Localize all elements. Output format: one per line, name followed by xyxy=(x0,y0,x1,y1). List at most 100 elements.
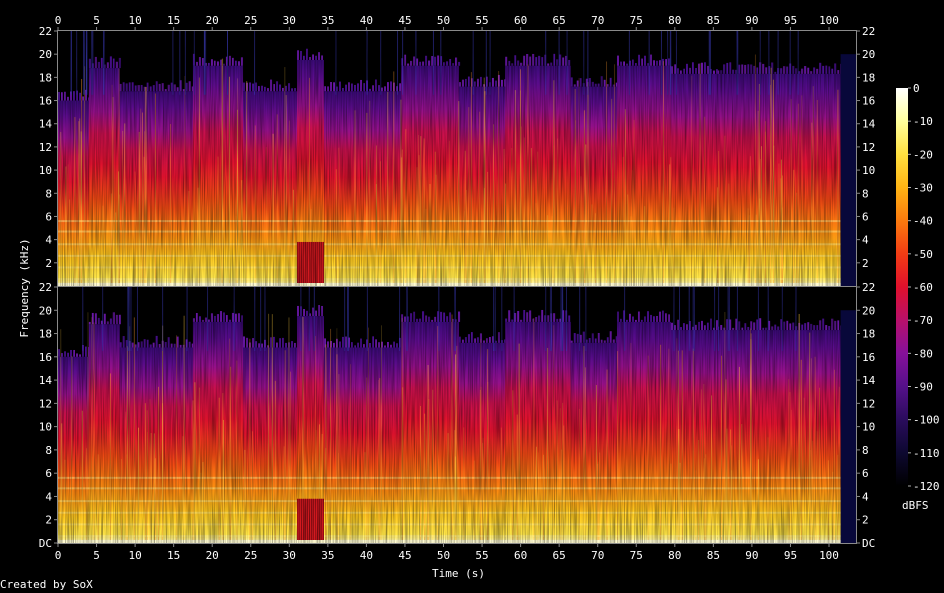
y-tick-label: 8 xyxy=(45,187,52,200)
y-tick-label: 18 xyxy=(39,71,52,84)
x-tick-label: 50 xyxy=(437,549,450,562)
colorbar-tick-label: -50 xyxy=(913,248,933,261)
y-tick-label: 22 xyxy=(862,25,875,38)
x-tick-label: 5 xyxy=(93,549,100,562)
y-tick-label: 8 xyxy=(862,444,869,457)
y-axis-label: Frequency (kHz) xyxy=(18,238,31,338)
colorbar-tick-label: -40 xyxy=(913,215,933,228)
x-tick-label: 65 xyxy=(553,549,566,562)
y-tick-label: 4 xyxy=(45,234,52,247)
x-tick-label: 15 xyxy=(167,549,180,562)
colorbar-tick-label: -100 xyxy=(913,414,940,427)
plot-frame xyxy=(57,286,857,544)
y-tick-label: 2 xyxy=(45,514,52,527)
x-tick-label: 85 xyxy=(707,549,720,562)
x-tick-label: 45 xyxy=(398,14,411,27)
y-tick-label: 6 xyxy=(45,467,52,480)
x-tick-label: 10 xyxy=(128,549,141,562)
y-tick-label: 14 xyxy=(862,118,876,131)
x-tick-label: 90 xyxy=(745,14,758,27)
credit-text: Created by SoX xyxy=(0,578,93,591)
y-tick-label: 14 xyxy=(39,118,53,131)
x-tick-label: 95 xyxy=(784,14,797,27)
colorbar: 0 -10 -20 -30 -40 -50 -60 -70 -80 -90 -100 -110 -120 xyxy=(896,82,940,493)
y-tick-label: 22 xyxy=(39,281,52,294)
y-tick-label: 18 xyxy=(862,328,875,341)
y-tick-label: 10 xyxy=(862,421,875,434)
y-tick-label: 4 xyxy=(45,490,52,503)
y-tick-label: 2 xyxy=(862,257,869,270)
x-tick-label: 65 xyxy=(553,14,566,27)
x-tick-label: 50 xyxy=(437,14,450,27)
x-tick-label: 0 xyxy=(55,549,62,562)
y-tick-label: 6 xyxy=(862,467,869,480)
x-tick-label: 40 xyxy=(360,14,373,27)
y-tick-label: DC xyxy=(862,537,875,550)
y-tick-label: 10 xyxy=(39,164,52,177)
y-tick-label: 18 xyxy=(862,71,875,84)
x-tick-label: 30 xyxy=(283,14,296,27)
colorbar-gradient xyxy=(896,88,908,486)
colorbar-label: dBFS xyxy=(902,499,929,512)
x-tick-label: 20 xyxy=(206,549,219,562)
noise-texture xyxy=(58,31,841,286)
x-tick-label: 80 xyxy=(668,549,681,562)
y-tick-label: 14 xyxy=(862,374,876,387)
x-tick-label: 0 xyxy=(55,14,62,27)
y-tick-label: 2 xyxy=(862,514,869,527)
y-tick-label: 20 xyxy=(39,304,52,317)
x-tick-label: 70 xyxy=(591,14,604,27)
x-tick-label: 25 xyxy=(244,549,257,562)
y-tick-label: 12 xyxy=(39,141,52,154)
y-tick-label: 10 xyxy=(862,164,875,177)
x-tick-label: 60 xyxy=(514,549,527,562)
energy-segment xyxy=(840,310,856,543)
x-tick-label: 70 xyxy=(591,549,604,562)
x-tick-label: 95 xyxy=(784,549,797,562)
y-tick-label: 12 xyxy=(39,397,52,410)
x-tick-label: 75 xyxy=(630,549,643,562)
y-tick-label: 2 xyxy=(45,257,52,270)
y-tick-label: 20 xyxy=(862,304,875,317)
y-tick-label: 22 xyxy=(862,281,875,294)
x-tick-label: 35 xyxy=(321,14,334,27)
y-tick-label: 12 xyxy=(862,141,875,154)
x-tick-label: 85 xyxy=(707,14,720,27)
x-tick-label: 35 xyxy=(321,549,334,562)
x-tick-label: 40 xyxy=(360,549,373,562)
x-tick-label: 80 xyxy=(668,14,681,27)
x-tick-label: 10 xyxy=(128,14,141,27)
y-tick-label: 12 xyxy=(862,397,875,410)
x-tick-label: 30 xyxy=(283,549,296,562)
y-tick-label: 8 xyxy=(45,444,52,457)
colorbar-tick-label: -120 xyxy=(913,480,940,493)
colorbar-tick-label: -70 xyxy=(913,314,933,327)
y-tick-label: 18 xyxy=(39,328,52,341)
energy-segment xyxy=(840,54,856,286)
y-tick-label: 16 xyxy=(39,95,52,108)
x-tick-label: 15 xyxy=(167,14,180,27)
y-tick-label: 4 xyxy=(862,490,869,503)
x-tick-label: 55 xyxy=(475,549,488,562)
y-tick-label: 4 xyxy=(862,234,869,247)
colorbar-tick-label: -90 xyxy=(913,381,933,394)
y-tick-label: 22 xyxy=(39,25,52,38)
y-tick-label: 20 xyxy=(862,48,875,61)
colorbar-tick-label: -30 xyxy=(913,182,933,195)
y-tick-label: 20 xyxy=(39,48,52,61)
y-tick-label: 16 xyxy=(862,351,875,364)
colorbar-tick-label: -20 xyxy=(913,148,933,161)
colorbar-tick-label: -60 xyxy=(913,281,933,294)
x-tick-label: 90 xyxy=(745,549,758,562)
y-tick-label: 8 xyxy=(862,187,869,200)
x-tick-label: 100 xyxy=(819,549,839,562)
colorbar-tick-label: -80 xyxy=(913,347,933,360)
x-tick-label: 5 xyxy=(93,14,100,27)
y-tick-label: 16 xyxy=(39,351,52,364)
y-tick-label: 16 xyxy=(862,95,875,108)
y-tick-label: 14 xyxy=(39,374,53,387)
colorbar-tick-label: 0 xyxy=(913,82,920,95)
